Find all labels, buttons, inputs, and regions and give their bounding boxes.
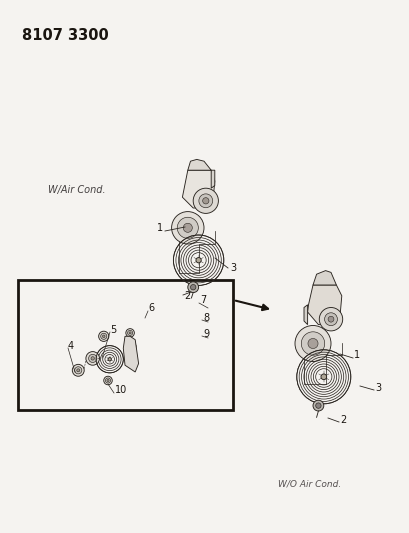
Circle shape [107,379,109,382]
Text: W/O Air Cond.: W/O Air Cond. [277,480,340,489]
Text: 8: 8 [202,313,209,323]
Bar [18,280,232,410]
Circle shape [103,376,112,385]
Text: 3: 3 [229,263,236,273]
Circle shape [193,188,218,213]
Text: 3: 3 [374,383,380,393]
Circle shape [74,367,82,374]
Text: W/Air Cond.: W/Air Cond. [48,185,106,195]
Text: 4: 4 [68,341,74,351]
Text: 2: 2 [184,291,190,301]
Text: 1: 1 [353,350,359,360]
Circle shape [101,333,107,340]
Circle shape [320,374,326,379]
Circle shape [127,342,136,351]
Circle shape [324,313,337,326]
Polygon shape [307,285,341,325]
Text: 5: 5 [110,325,116,335]
Circle shape [130,345,133,348]
Circle shape [177,217,198,238]
Circle shape [126,355,134,364]
Text: 8107 3300: 8107 3300 [22,28,108,43]
Circle shape [76,369,79,372]
Circle shape [105,378,110,383]
Circle shape [108,358,111,361]
Circle shape [198,194,212,208]
Circle shape [129,344,134,349]
Text: 6: 6 [148,303,154,313]
Text: 2: 2 [339,415,346,425]
Circle shape [307,338,317,349]
Polygon shape [312,271,335,285]
Circle shape [190,285,196,290]
Circle shape [319,308,342,331]
Text: 1: 1 [157,223,163,233]
Circle shape [102,335,105,337]
Circle shape [301,332,324,355]
Circle shape [72,365,84,376]
Polygon shape [211,170,214,188]
Circle shape [99,331,108,342]
Circle shape [88,354,97,362]
Circle shape [187,282,198,293]
Circle shape [312,400,323,411]
Text: 9: 9 [202,329,209,339]
Circle shape [183,223,192,232]
Circle shape [126,329,134,337]
Circle shape [127,357,133,362]
Circle shape [327,316,333,322]
Circle shape [127,330,133,335]
Circle shape [315,403,320,408]
Circle shape [196,257,201,263]
Polygon shape [187,159,211,170]
Text: 10: 10 [115,385,127,395]
Polygon shape [123,336,138,372]
Circle shape [129,332,131,334]
Circle shape [129,358,131,360]
Circle shape [294,326,330,361]
Circle shape [171,212,204,244]
Text: 7: 7 [200,295,206,305]
Polygon shape [182,170,214,208]
Circle shape [202,198,209,204]
Circle shape [86,352,99,365]
Polygon shape [303,305,307,325]
Circle shape [91,357,94,360]
